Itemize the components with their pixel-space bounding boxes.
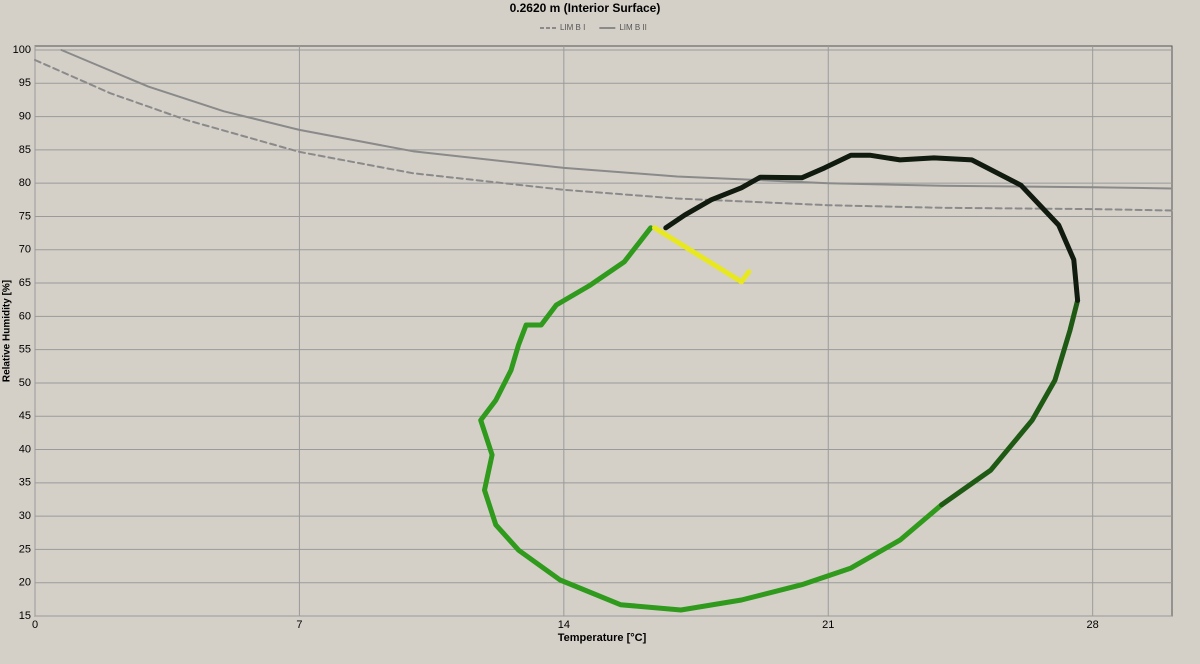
y-tick-label: 60 — [19, 310, 31, 322]
y-tick-label: 50 — [19, 377, 31, 389]
y-tick-label: 55 — [19, 344, 31, 356]
limit-curve — [34, 59, 1173, 212]
y-tick-label: 25 — [19, 543, 31, 555]
y-tick-label: 30 — [19, 510, 31, 522]
trajectory-line — [663, 152, 1081, 303]
legend-label: LIM B II — [619, 23, 647, 32]
limit-curve — [60, 49, 1173, 190]
x-tick-label: 21 — [822, 619, 834, 631]
y-tick-label: 40 — [19, 443, 31, 455]
y-tick-label: 15 — [19, 610, 31, 622]
trajectory-line — [939, 297, 1081, 508]
y-tick-label: 65 — [19, 277, 31, 289]
x-axis-label: Temperature [°C] — [558, 632, 647, 644]
y-tick-label: 80 — [19, 177, 31, 189]
x-tick-label: 0 — [32, 619, 38, 631]
chart-title: 0.2620 m (Interior Surface) — [510, 1, 661, 15]
y-tick-label: 90 — [19, 110, 31, 122]
y-tick-label: 45 — [19, 410, 31, 422]
y-tick-label: 85 — [19, 144, 31, 156]
trajectory-line — [478, 225, 945, 613]
y-axis-label: Relative Humidity [%] — [2, 280, 13, 382]
y-tick-label: 20 — [19, 577, 31, 589]
y-tick-label: 70 — [19, 244, 31, 256]
x-tick-label: 7 — [296, 619, 302, 631]
y-tick-label: 100 — [13, 44, 31, 56]
x-tick-label: 28 — [1087, 619, 1099, 631]
y-tick-label: 75 — [19, 210, 31, 222]
x-tick-label: 14 — [558, 619, 570, 631]
legend-label: LIM B I — [560, 23, 585, 32]
plot-area — [34, 45, 1173, 617]
y-tick-label: 35 — [19, 477, 31, 489]
y-tick-label: 95 — [19, 77, 31, 89]
